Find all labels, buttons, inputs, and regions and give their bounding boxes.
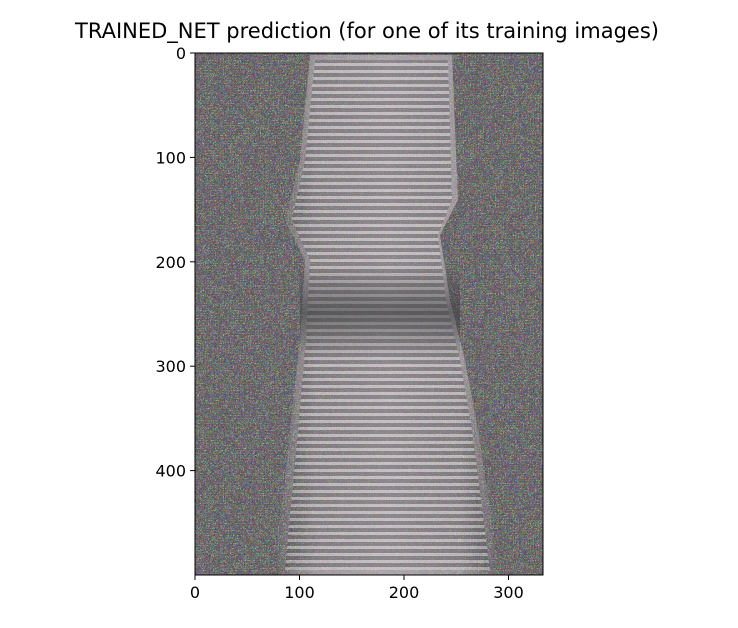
x-tick-1: 100 <box>284 575 315 602</box>
x-tick-2: 200 <box>389 575 420 602</box>
y-tick-3: 300 <box>155 357 195 376</box>
y-tick-label-1: 100 <box>155 148 186 167</box>
y-tick-label-2: 200 <box>155 253 186 272</box>
y-tick-label-4: 400 <box>155 462 186 481</box>
x-tick-label-2: 200 <box>389 583 420 602</box>
y-tick-4: 400 <box>155 462 195 481</box>
image-area <box>195 53 543 575</box>
x-axis: 0 100 200 300 <box>190 575 524 602</box>
y-tick-0: 0 <box>176 44 195 63</box>
y-tick-1: 100 <box>155 148 195 167</box>
image-dark-band <box>300 265 460 360</box>
x-tick-label-1: 100 <box>284 583 315 602</box>
y-tick-2: 200 <box>155 253 195 272</box>
x-tick-0: 0 <box>190 575 200 602</box>
y-tick-label-3: 300 <box>155 357 186 376</box>
x-tick-label-3: 300 <box>493 583 524 602</box>
axes-frame <box>194 52 544 576</box>
x-tick-label-0: 0 <box>190 583 200 602</box>
y-tick-label-0: 0 <box>176 44 186 63</box>
x-tick-3: 300 <box>493 575 524 602</box>
y-axis: 0 100 200 300 400 <box>155 44 195 481</box>
chart-title: TRAINED_NET prediction (for one of its t… <box>74 19 659 44</box>
